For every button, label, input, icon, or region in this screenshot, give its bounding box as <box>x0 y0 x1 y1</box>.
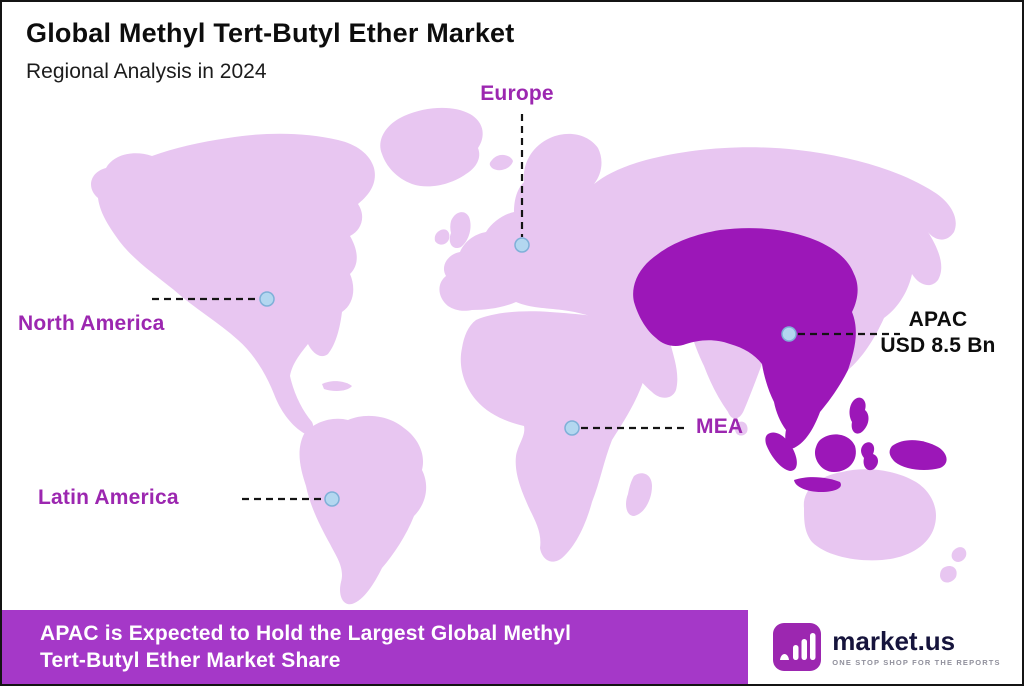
footer-message-line2: Tert-Butyl Ether Market Share <box>40 649 341 672</box>
page-title: Global Methyl Tert-Butyl Ether Market <box>26 18 515 48</box>
region-australia <box>803 469 936 561</box>
north-america-label: North America <box>18 312 165 335</box>
footer-message: APAC is Expected to Hold the Largest Glo… <box>2 610 748 684</box>
region-apac-highlight <box>633 228 858 449</box>
region-new-zealand-south <box>940 566 957 583</box>
latin-america-marker <box>324 491 340 507</box>
brand-text: market.us ONE STOP SHOP FOR THE REPORTS <box>832 628 1000 667</box>
region-south-america <box>299 415 427 605</box>
world-map <box>91 107 967 605</box>
brand-name: market.us <box>832 625 956 656</box>
apac-value: USD 8.5 Bn <box>880 334 996 358</box>
apac-callout: APAC USD 8.5 Bn <box>860 307 1016 360</box>
region-new-zealand-north <box>951 547 967 562</box>
region-sulawesi <box>861 442 879 471</box>
apac-marker <box>781 326 797 342</box>
map-markers <box>259 237 797 507</box>
region-philippines <box>849 397 869 434</box>
region-greenland <box>380 107 483 187</box>
europe-label: Europe <box>480 82 554 105</box>
region-sumatra <box>765 432 797 471</box>
region-ireland <box>434 229 450 245</box>
north-america-marker <box>259 291 275 307</box>
mea-marker <box>564 420 580 436</box>
region-new-guinea <box>889 440 947 470</box>
mea-label: MEA <box>696 415 744 438</box>
market-us-logo-icon <box>773 623 822 671</box>
region-united-kingdom <box>449 212 471 249</box>
region-north-america <box>91 133 375 435</box>
region-sri-lanka <box>735 421 748 436</box>
region-madagascar <box>626 473 652 516</box>
map-landmasses <box>91 107 967 605</box>
region-japan <box>853 257 885 316</box>
brand-panel: market.us ONE STOP SHOP FOR THE REPORTS <box>748 610 1022 684</box>
europe-marker <box>514 237 530 253</box>
brand-tagline: ONE STOP SHOP FOR THE REPORTS <box>832 657 1001 667</box>
page-subtitle: Regional Analysis in 2024 <box>26 60 267 83</box>
region-caribbean <box>322 381 352 391</box>
apac-label: APAC <box>908 308 968 331</box>
region-borneo <box>814 434 856 472</box>
footer-message-line1: APAC is Expected to Hold the Largest Glo… <box>40 621 572 645</box>
region-africa <box>460 311 669 562</box>
region-iceland <box>489 154 513 171</box>
map-leader-lines <box>152 114 900 501</box>
region-java <box>794 477 841 492</box>
footer-bar: APAC is Expected to Hold the Largest Glo… <box>2 610 1022 684</box>
latin-america-label: Latin America <box>38 486 179 509</box>
